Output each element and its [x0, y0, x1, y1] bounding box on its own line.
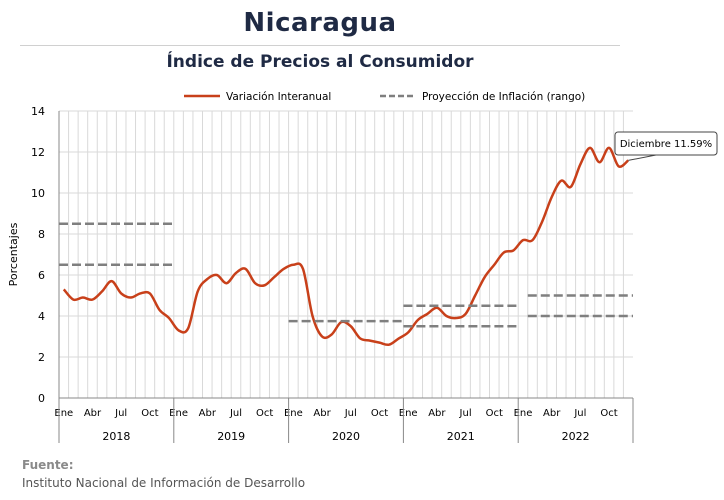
annotation-leader [628, 154, 657, 161]
x-tick-label: Jul [229, 408, 242, 419]
legend-label: Proyección de Inflación (rango) [422, 91, 585, 103]
y-tick-label: 4 [38, 310, 45, 323]
x-year-label: 2019 [217, 430, 245, 443]
y-tick-label: 12 [31, 146, 45, 159]
y-tick-label: 6 [38, 269, 45, 282]
x-tick-label: Ene [514, 408, 533, 419]
x-tick-label: Ene [399, 408, 418, 419]
x-tick-label: Ene [284, 408, 303, 419]
x-tick-label: Abr [428, 408, 446, 419]
x-year-label: 2018 [102, 430, 130, 443]
annotation-label: Diciembre 11.59% [620, 139, 712, 150]
chart-annotation: Diciembre 11.59% [614, 131, 718, 161]
source-text: Instituto Nacional de Información de Des… [22, 476, 306, 490]
y-tick-label: 0 [38, 392, 45, 405]
x-tick-label: Abr [199, 408, 217, 419]
y-axis-label: Porcentajes [7, 222, 20, 286]
chart-series [59, 146, 633, 347]
annotation-box [614, 131, 718, 156]
title-divider [20, 45, 620, 46]
y-tick-label: 2 [38, 351, 45, 364]
inflation-series-line [62, 146, 630, 347]
source-heading: Fuente: [22, 458, 74, 472]
x-tick-label: Oct [486, 408, 503, 419]
x-tick-label: Oct [371, 408, 388, 419]
x-tick-label: Oct [600, 408, 617, 419]
x-tick-label: Jul [459, 408, 472, 419]
x-tick-label: Oct [256, 408, 273, 419]
y-tick-label: 14 [31, 105, 45, 118]
x-year-label: 2022 [562, 430, 590, 443]
chart-legend: Variación Interanual Proyección de Inflac… [184, 91, 585, 103]
x-tick-label: Jul [344, 408, 357, 419]
x-tick-label: Oct [141, 408, 158, 419]
x-tick-label: Ene [54, 408, 73, 419]
x-year-label: 2020 [332, 430, 360, 443]
chart-title: Nicaragua [243, 8, 397, 38]
x-year-label: 2021 [447, 430, 475, 443]
x-tick-label: Ene [169, 408, 188, 419]
y-tick-label: 8 [38, 228, 45, 241]
x-tick-label: Abr [313, 408, 331, 419]
x-tick-label: Jul [573, 408, 586, 419]
legend-label: Variación Interanual [226, 91, 331, 103]
chart-subtitle: Índice de Precios al Consumidor [166, 52, 474, 72]
y-tick-label: 10 [31, 187, 45, 200]
x-tick-label: Abr [543, 408, 561, 419]
x-tick-label: Abr [84, 408, 102, 419]
x-tick-label: Jul [114, 408, 127, 419]
chart-gridlines [59, 110, 633, 399]
chart-axes: 0 2 4 6 8 10 12 14 Porcentajes Ene Abr Jul Oct 2018 En… [7, 105, 634, 443]
